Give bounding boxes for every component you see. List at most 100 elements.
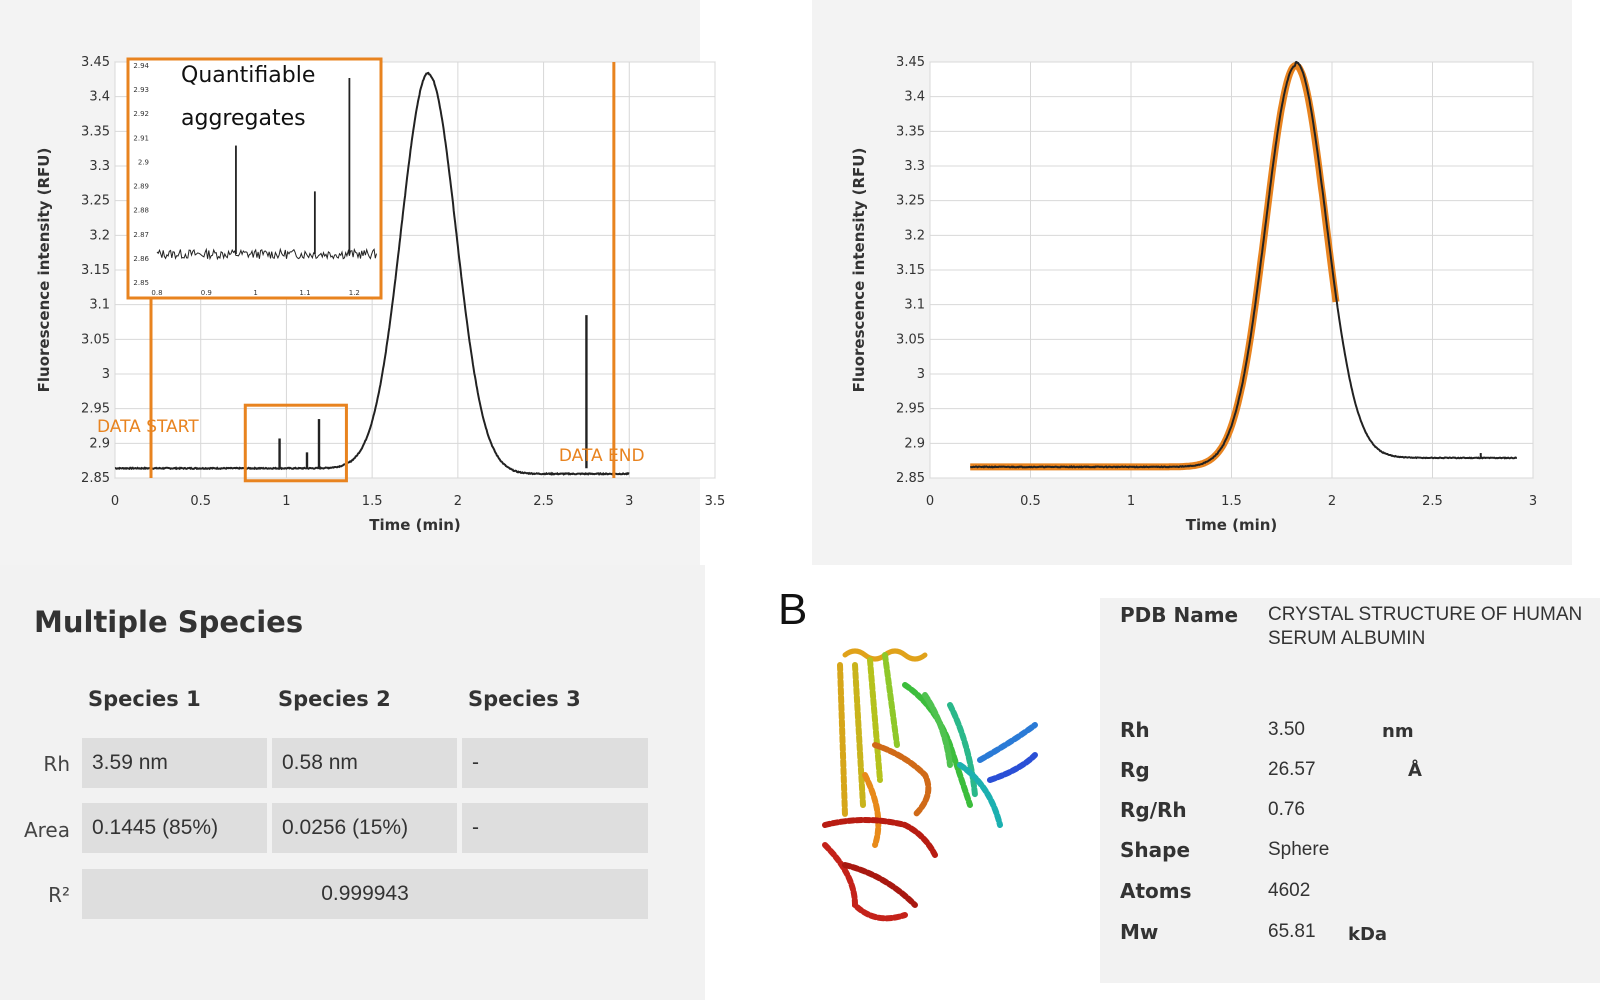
inset-series-line xyxy=(156,247,377,261)
x-tick-label: 0.5 xyxy=(1020,494,1041,509)
prop-unit-rg: Å xyxy=(1408,760,1422,781)
prop-unit-mw: kDa xyxy=(1348,924,1388,945)
species-header-2: Species 2 xyxy=(278,687,391,711)
x-tick-label: 2 xyxy=(1328,494,1336,509)
inset-x-tick: 0.8 xyxy=(151,289,162,297)
prop-label-atoms: Atoms xyxy=(1120,879,1192,903)
prop-value-atoms: 4602 xyxy=(1268,880,1311,901)
y-tick-label: 3.4 xyxy=(904,90,925,105)
prop-unit-rh: nm xyxy=(1382,721,1414,742)
species-header-1: Species 1 xyxy=(88,687,201,711)
inset-y-tick: 2.86 xyxy=(133,255,149,263)
protein-structure xyxy=(785,585,1090,1000)
x-tick-label: 3 xyxy=(625,494,633,509)
y-tick-label: 3.45 xyxy=(81,55,110,70)
x-axis-title: Time (min) xyxy=(1186,516,1278,534)
cell-rh-species-3: - xyxy=(462,738,648,788)
cell-r2-value: 0.999943 xyxy=(82,869,648,919)
x-tick-label: 1 xyxy=(1127,494,1135,509)
chart-right: 0 0.5 1 1.5 2 2.5 3 2.85 2.9 2.95 3 3.05 3.1 3.15 3.2 3… xyxy=(812,0,1572,565)
y-tick-label: 3 xyxy=(917,367,925,382)
inset-y-tick: 2.94 xyxy=(133,62,149,70)
x-tick-label: 2 xyxy=(454,494,462,509)
y-tick-label: 3.3 xyxy=(89,159,110,174)
inset-y-tick: 2.93 xyxy=(133,86,149,94)
data-end-label: DATA END xyxy=(559,446,645,466)
panel-b-letter: B xyxy=(778,585,808,634)
inset-x-tick: 1.2 xyxy=(349,289,360,297)
prop-value-shape: Sphere xyxy=(1268,839,1330,860)
x-axis-title: Time (min) xyxy=(369,516,461,534)
highlight-box xyxy=(243,403,348,483)
x-tick-label: 3 xyxy=(1529,494,1537,509)
species-header-3: Species 3 xyxy=(468,687,581,711)
cell-area-species-3: - xyxy=(462,803,648,853)
x-tick-label: 1.5 xyxy=(362,494,383,509)
y-tick-label: 2.9 xyxy=(89,436,110,451)
pdb-name-line-1: CRYSTAL STRUCTURE OF HUMAN xyxy=(1268,604,1583,625)
inset-y-tick: 2.88 xyxy=(133,207,149,215)
prop-value-rg-rh: 0.76 xyxy=(1268,799,1305,820)
y-tick-label: 3.2 xyxy=(89,228,110,243)
y-axis-title: Fluorescence intensity (RFU) xyxy=(35,148,53,393)
prop-label-mw: Mw xyxy=(1120,920,1159,944)
inset-y-tick: 2.9 xyxy=(138,158,149,166)
y-tick-label: 3.25 xyxy=(81,194,110,209)
inset-y-tick: 2.91 xyxy=(133,134,149,142)
inset-y-tick: 2.89 xyxy=(133,183,149,191)
pdb-name-label: PDB Name xyxy=(1120,603,1239,627)
y-tick-label: 3.15 xyxy=(81,263,110,278)
prop-label-rg: Rg xyxy=(1120,758,1150,782)
x-tick-label: 3.5 xyxy=(705,494,726,509)
y-tick-label: 3.05 xyxy=(896,332,925,347)
row-label-r2: R² xyxy=(48,883,70,907)
y-tick-label: 3.1 xyxy=(904,298,925,313)
y-axis-title: Fluorescence intensity (RFU) xyxy=(850,148,868,393)
y-tick-label: 2.85 xyxy=(896,471,925,486)
charts-svg: 0 0.5 1 1.5 2 2.5 3 3.5 2.85 2.9 2.95 3 3.05 3.1 3.15 3… xyxy=(0,0,1572,565)
x-tick-label: 2.5 xyxy=(533,494,554,509)
prop-label-rg-rh: Rg/Rh xyxy=(1120,798,1187,822)
inset-title-line-2: aggregates xyxy=(181,106,306,131)
row-label-rh: Rh xyxy=(43,752,70,776)
protein-ribbon-icon xyxy=(822,648,1038,922)
prop-value-mw: 65.81 xyxy=(1268,921,1316,942)
y-tick-label: 2.9 xyxy=(904,436,925,451)
multiple-species-panel: Multiple Species Species 1 Species 2 Spe… xyxy=(0,565,705,1000)
y-tick-label: 3.1 xyxy=(89,298,110,313)
cell-rh-species-1: 3.59 nm xyxy=(82,738,267,788)
pdb-name-line-2: SERUM ALBUMIN xyxy=(1268,628,1426,649)
y-tick-label: 3.15 xyxy=(896,263,925,278)
pdb-properties-panel: PDB Name CRYSTAL STRUCTURE OF HUMAN SERU… xyxy=(1100,598,1600,983)
data-start-label: DATA START xyxy=(97,417,199,437)
y-tick-label: 2.85 xyxy=(81,471,110,486)
y-tick-label: 3 xyxy=(102,367,110,382)
y-tick-label: 3.4 xyxy=(89,90,110,105)
x-tick-label: 0.5 xyxy=(190,494,211,509)
inset-x-tick: 1.1 xyxy=(299,289,310,297)
series-line xyxy=(969,60,1518,469)
x-tick-label: 1 xyxy=(282,494,290,509)
x-tick-label: 1.5 xyxy=(1221,494,1242,509)
y-tick-label: 3.45 xyxy=(896,55,925,70)
series-line xyxy=(114,71,630,476)
inset-frame xyxy=(126,57,383,300)
y-tick-label: 3.25 xyxy=(896,194,925,209)
inset-x-tick: 0.9 xyxy=(201,289,212,297)
inset-y-tick: 2.92 xyxy=(133,110,149,118)
cell-area-species-1: 0.1445 (85%) xyxy=(82,803,267,853)
y-tick-label: 3.2 xyxy=(904,228,925,243)
y-tick-label: 3.35 xyxy=(896,124,925,139)
cell-rh-species-2: 0.58 nm xyxy=(272,738,457,788)
prop-value-rh: 3.50 xyxy=(1268,719,1305,740)
inset-title-line-1: Quantifiable xyxy=(181,63,315,88)
y-tick-label: 3.35 xyxy=(81,124,110,139)
prop-value-rg: 26.57 xyxy=(1268,759,1316,780)
x-tick-label: 0 xyxy=(926,494,934,509)
inset-y-tick: 2.85 xyxy=(133,279,149,287)
prop-label-shape: Shape xyxy=(1120,838,1191,862)
y-tick-label: 2.95 xyxy=(896,402,925,417)
prop-label-rh: Rh xyxy=(1120,718,1150,742)
row-label-area: Area xyxy=(23,818,70,842)
inset-x-tick: 1 xyxy=(253,289,257,297)
